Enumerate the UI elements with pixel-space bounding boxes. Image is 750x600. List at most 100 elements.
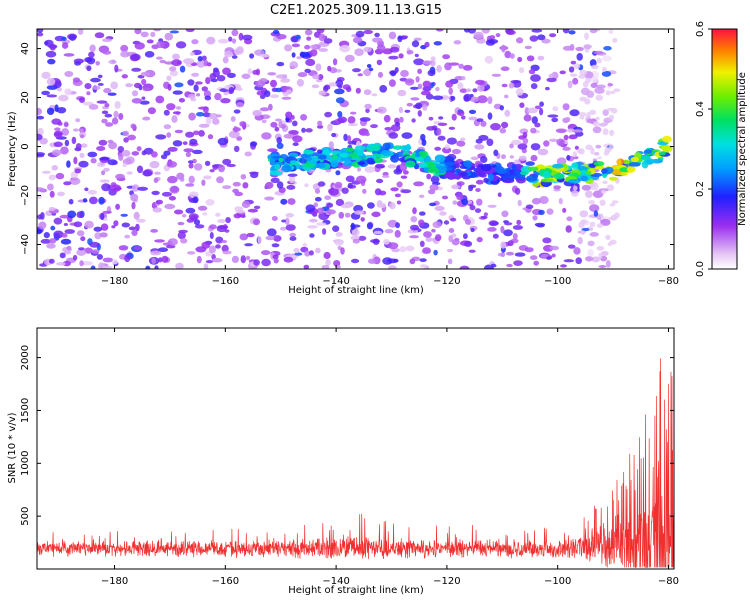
heatmap-cell bbox=[245, 255, 251, 261]
heatmap-cell bbox=[572, 77, 579, 85]
heatmap-cell bbox=[611, 200, 619, 204]
heatmap-cell bbox=[444, 144, 450, 150]
heatmap-cell bbox=[95, 61, 100, 66]
heatmap-cell bbox=[276, 142, 284, 149]
heatmap-cell bbox=[68, 34, 77, 41]
heatmap-cell bbox=[374, 32, 380, 38]
heatmap-cell bbox=[584, 32, 589, 40]
heatmap-cell bbox=[304, 250, 311, 257]
snr-x-label: Height of straight line (km) bbox=[288, 585, 424, 596]
heatmap-cell bbox=[475, 179, 484, 185]
heatmap-cell bbox=[261, 119, 267, 124]
heatmap-cell bbox=[69, 177, 81, 185]
heatmap-cell bbox=[37, 32, 44, 37]
heatmap-cell bbox=[401, 189, 412, 194]
signal-cell bbox=[274, 164, 281, 170]
heatmap-cell bbox=[422, 60, 433, 65]
heatmap-cell bbox=[420, 90, 431, 96]
signal-cell bbox=[338, 152, 349, 158]
heatmap-cell bbox=[562, 103, 570, 111]
heatmap-cell bbox=[531, 116, 538, 124]
heatmap-cell bbox=[285, 111, 293, 119]
heatmap-cell bbox=[534, 222, 546, 227]
heatmap-cell bbox=[570, 190, 579, 197]
heatmap-cell bbox=[284, 217, 290, 225]
heatmap-cell bbox=[155, 134, 167, 140]
heatmap-cell bbox=[366, 64, 372, 68]
heatmap-cell bbox=[445, 80, 454, 88]
heatmap-cell bbox=[196, 112, 205, 117]
heatmap-cell bbox=[444, 62, 452, 71]
heatmap-cell bbox=[476, 198, 483, 206]
heatmap-cell bbox=[121, 222, 130, 228]
heatmap-cell bbox=[216, 114, 222, 118]
heatmap-cell bbox=[318, 90, 327, 96]
heatmap-cell bbox=[110, 81, 118, 90]
heatmap-cell bbox=[270, 177, 280, 184]
signal-cell bbox=[371, 144, 381, 152]
signal-cell bbox=[463, 160, 473, 168]
heatmap-cell bbox=[499, 105, 504, 111]
heatmap-cell bbox=[419, 240, 425, 247]
heatmap-cell bbox=[204, 95, 212, 101]
heatmap-cell bbox=[169, 70, 178, 77]
signal-cell bbox=[616, 158, 622, 166]
heatmap-cell bbox=[579, 112, 587, 117]
heatmap-cell bbox=[451, 238, 460, 246]
heatmap-cell bbox=[327, 123, 333, 132]
heatmap-cell bbox=[468, 249, 476, 253]
heatmap-cell bbox=[551, 253, 556, 258]
heatmap-cell bbox=[503, 229, 513, 237]
heatmap-cell bbox=[313, 202, 319, 208]
heatmap-cell bbox=[608, 144, 614, 150]
heatmap-cell bbox=[473, 31, 484, 40]
heatmap-cell bbox=[172, 111, 181, 115]
heatmap-cell bbox=[131, 98, 143, 104]
heatmap-cell bbox=[565, 116, 571, 123]
heatmap-cell bbox=[404, 109, 411, 113]
heatmap-cell bbox=[179, 65, 186, 73]
heatmap-cell bbox=[163, 124, 172, 130]
heatmap-cell bbox=[377, 106, 387, 114]
heatmap-cell bbox=[175, 106, 182, 110]
heatmap-cell bbox=[409, 258, 416, 265]
heatmap-cell bbox=[228, 36, 233, 42]
heatmap-cell bbox=[594, 87, 605, 94]
heatmap-cell bbox=[439, 211, 447, 216]
heatmap-cell bbox=[142, 87, 151, 92]
heatmap-cell bbox=[580, 219, 588, 224]
heatmap-cell bbox=[195, 246, 207, 253]
heatmap-cell bbox=[58, 94, 69, 102]
heatmap-cell bbox=[281, 96, 292, 100]
heatmap-cell bbox=[532, 215, 538, 221]
heatmap-cell bbox=[352, 68, 361, 73]
heatmap-cell bbox=[338, 84, 343, 89]
heatmap-cell bbox=[136, 146, 142, 152]
heatmap-cell bbox=[387, 164, 397, 169]
heatmap-cell bbox=[157, 247, 169, 252]
heatmap-cell bbox=[355, 175, 367, 184]
heatmap-cell bbox=[363, 89, 372, 96]
heatmap-cell bbox=[37, 228, 43, 235]
heatmap-cell bbox=[340, 204, 352, 209]
heatmap-cell bbox=[183, 148, 194, 153]
heatmap-cell bbox=[490, 123, 501, 131]
heatmap-cell bbox=[461, 115, 466, 120]
heatmap-cell bbox=[331, 132, 337, 138]
heatmap-cell bbox=[80, 236, 86, 242]
snr-panel: −180 −160 −140 −120 −100 −80 500100015002000 … bbox=[7, 327, 679, 596]
heatmap-cell bbox=[89, 44, 96, 53]
heatmap-cell bbox=[292, 255, 299, 259]
heatmap-cell bbox=[196, 60, 206, 68]
heatmap-cell bbox=[400, 69, 409, 78]
heatmap-cell bbox=[368, 258, 377, 264]
heatmap-cell bbox=[96, 254, 103, 260]
heatmap-cell bbox=[201, 179, 206, 186]
heatmap-cell bbox=[311, 84, 320, 89]
heatmap-cell bbox=[343, 133, 348, 142]
heatmap-cell bbox=[589, 221, 596, 228]
heatmap-cell bbox=[275, 74, 287, 79]
heatmap-cell bbox=[174, 209, 184, 215]
heatmap-cell bbox=[53, 130, 63, 139]
heatmap-cell bbox=[283, 133, 295, 139]
